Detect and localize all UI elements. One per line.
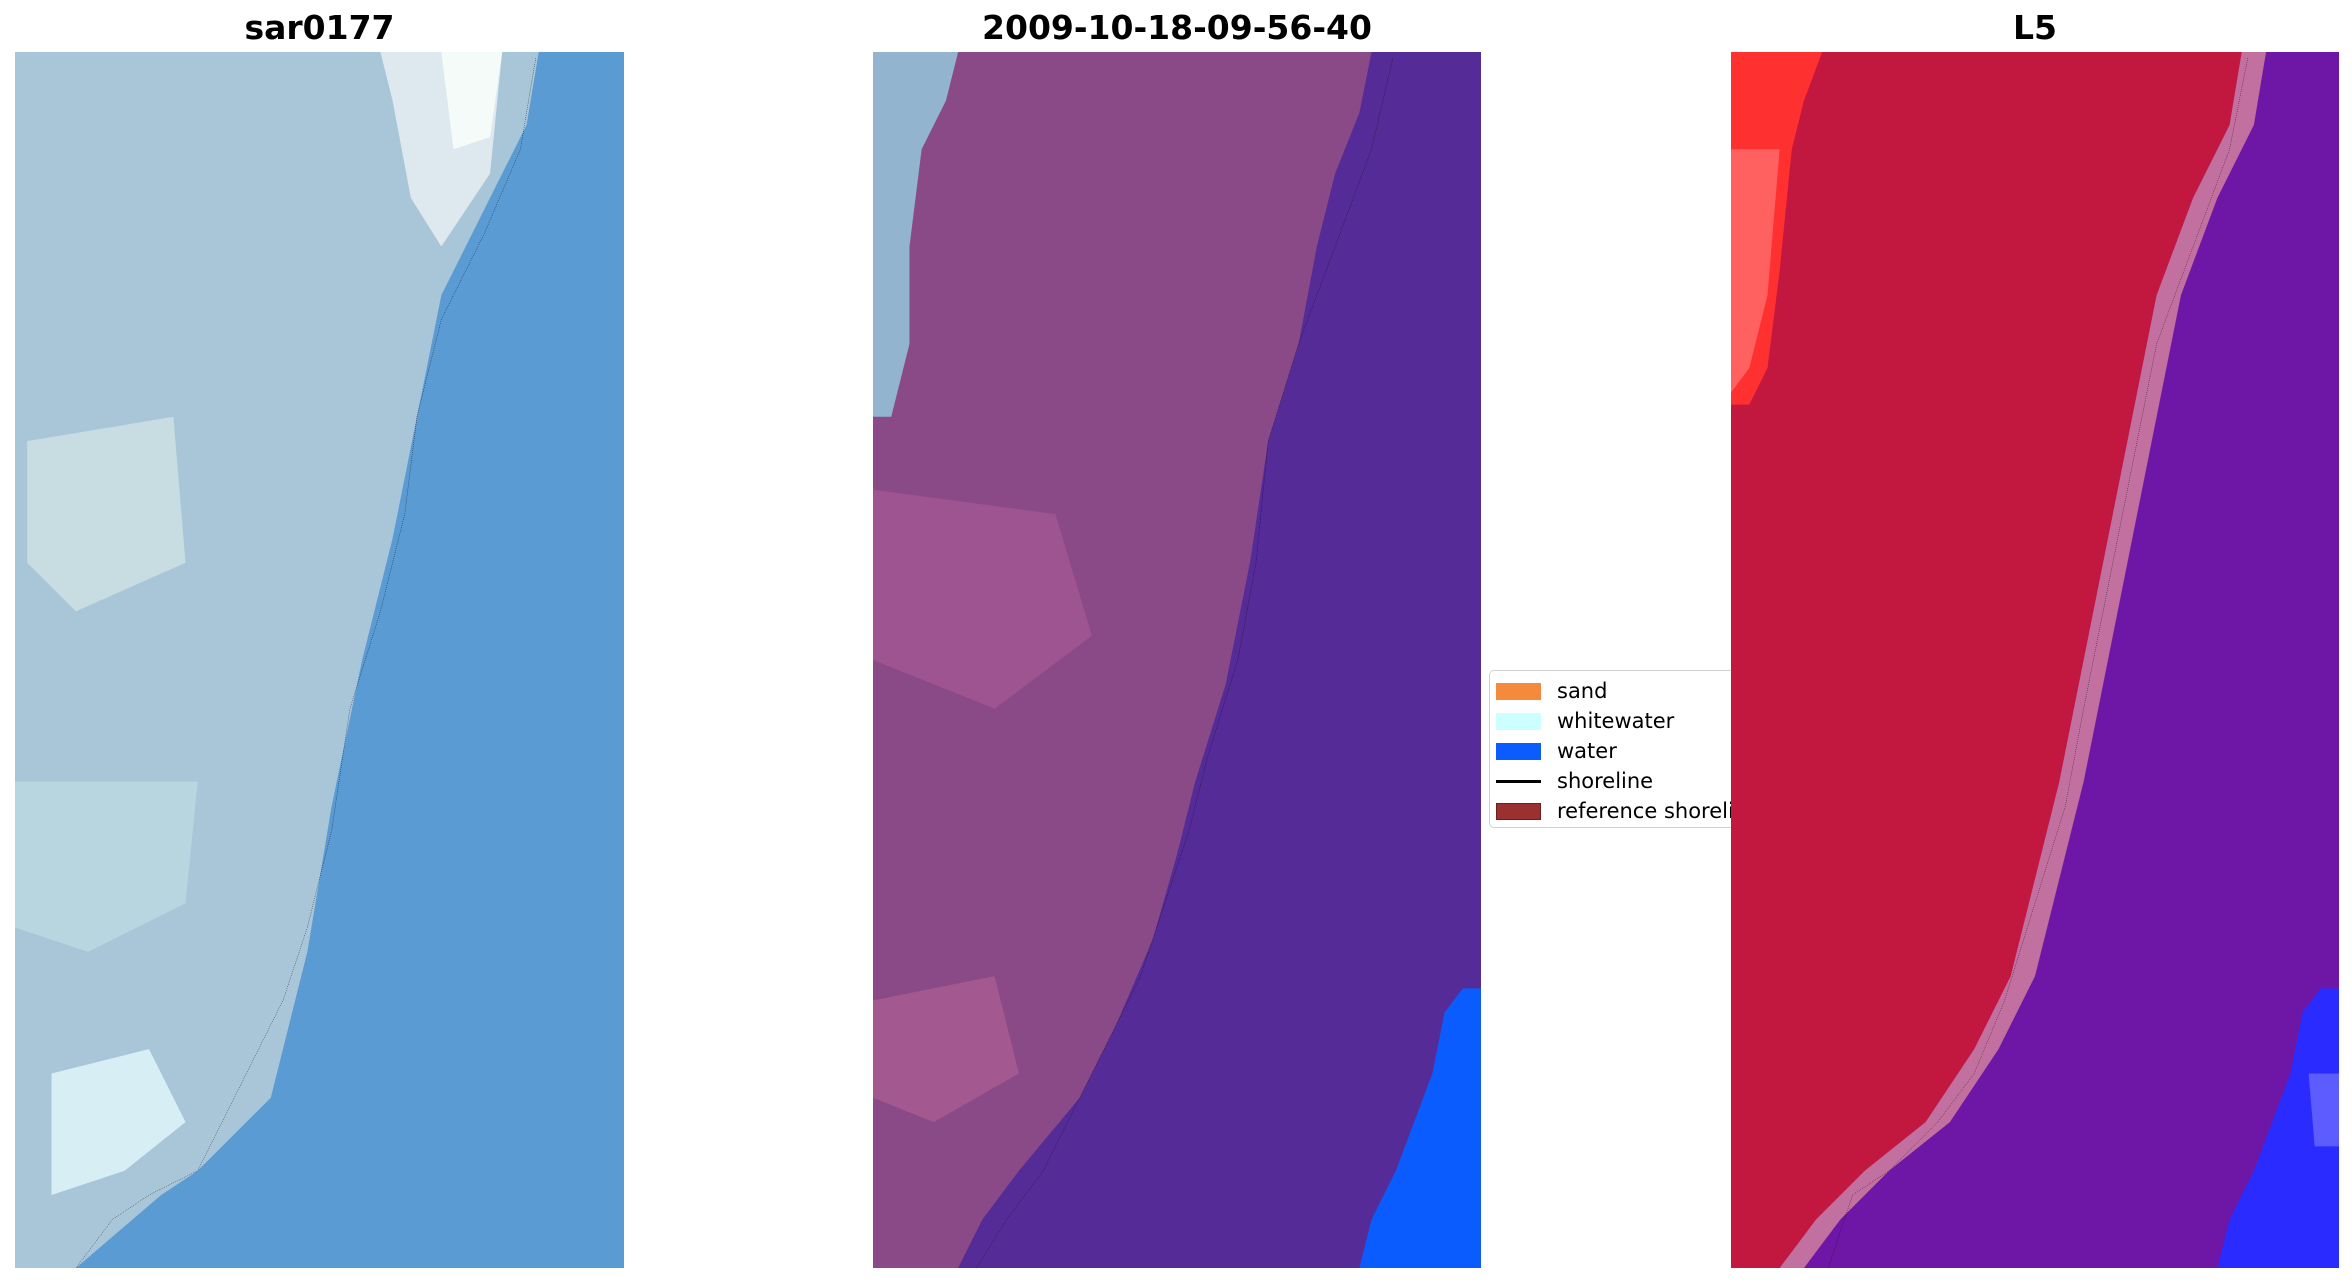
- legend-label: sand: [1557, 679, 1608, 703]
- legend-label: reference shoreline: [1557, 799, 1731, 823]
- l5-image-panel: [1731, 52, 2339, 1268]
- whitewater-patch: [441, 52, 503, 150]
- legend-item-water: water: [1496, 737, 1617, 765]
- l5-image: [1731, 52, 2339, 1268]
- bright-water-patch: [2217, 988, 2339, 1268]
- bright-land-patch: [1731, 149, 1780, 393]
- shoreline-swatch: [1496, 779, 1541, 783]
- reference-shoreline-swatch: [1496, 802, 1541, 820]
- legend-item-whitewater: whitewater: [1496, 707, 1674, 735]
- bright-water-class-area: [1359, 988, 1481, 1268]
- land-class-patch: [873, 976, 1019, 1123]
- legend-label: water: [1557, 739, 1617, 763]
- water-swatch: [1496, 742, 1541, 760]
- panel-title-rgb: sar0177: [244, 8, 395, 47]
- panel-title-classified: 2009-10-18-09-56-40: [982, 8, 1372, 47]
- pale-land-patch: [51, 1049, 186, 1196]
- legend-item-shoreline: shoreline: [1496, 767, 1653, 795]
- panel-title-mndwi: L5: [2013, 8, 2057, 47]
- pale-land-patch: [15, 781, 198, 952]
- bright-water-patch: [2308, 1073, 2339, 1147]
- legend-label: whitewater: [1557, 709, 1675, 733]
- land-index-area: [1731, 52, 2242, 1268]
- classified-image: [873, 52, 1481, 1268]
- land-class-area: [873, 52, 1372, 1268]
- land-area: [15, 52, 539, 1268]
- whitewater-class-area: [873, 52, 959, 417]
- sand-swatch: [1496, 682, 1541, 700]
- legend: sand whitewater water shoreline referenc…: [1489, 670, 1731, 828]
- whitewater-swatch: [1496, 712, 1541, 730]
- rgb-image-panel: [15, 52, 624, 1268]
- pale-land-patch: [27, 416, 186, 612]
- legend-item-reference-shoreline: reference shoreline: [1496, 797, 1731, 825]
- land-class-patch: [873, 489, 1092, 709]
- classified-image-panel: [873, 52, 1481, 1268]
- shoreline-line: [976, 58, 1392, 1268]
- legend-label: shoreline: [1557, 769, 1654, 793]
- shoreline-line: [76, 58, 536, 1268]
- rgb-image: [15, 52, 624, 1268]
- legend-item-sand: sand: [1496, 677, 1607, 705]
